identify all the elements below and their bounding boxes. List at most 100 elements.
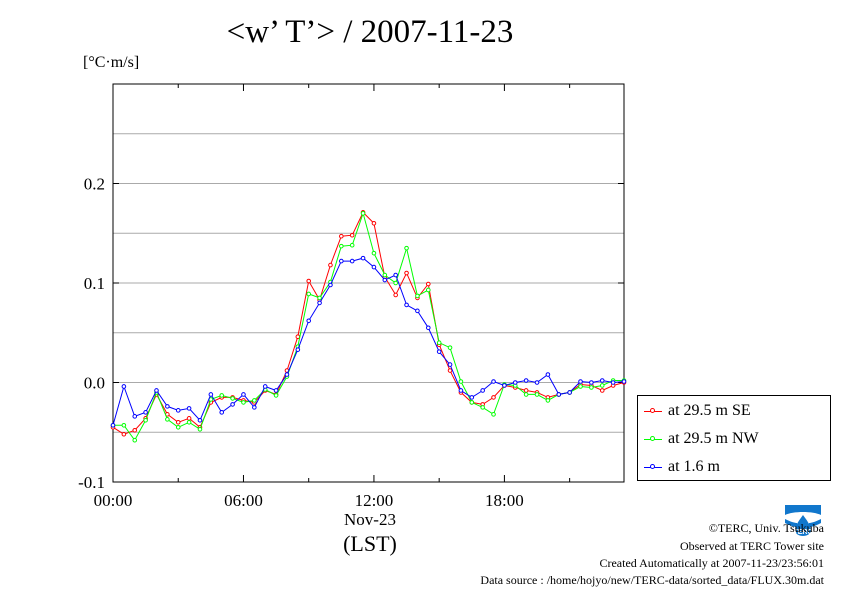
data-point (436, 340, 442, 346)
data-point (339, 243, 344, 249)
data-point (589, 380, 594, 385)
data-point (175, 420, 181, 425)
data-point (328, 282, 333, 288)
legend-swatch (644, 405, 662, 417)
footer-source: Data source : /home/hojyo/new/TERC-data/… (480, 573, 824, 587)
data-point (349, 232, 355, 238)
data-point (382, 272, 388, 278)
data-point (599, 383, 605, 388)
data-point (339, 258, 344, 264)
data-point (186, 420, 192, 425)
data-point (273, 388, 279, 393)
footer-observed: Observed at TERC Tower site (679, 539, 824, 553)
data-point (425, 325, 431, 331)
data-point (404, 302, 409, 308)
legend-label: at 29.5 m NW (668, 430, 759, 447)
data-point (132, 414, 138, 419)
footer-created: Created Automatically at 2007-11-23/23:5… (599, 556, 824, 570)
legend-label: at 29.5 m SE (668, 402, 751, 419)
data-point (110, 422, 116, 428)
legend-swatch (644, 461, 662, 473)
data-point (589, 385, 594, 390)
legend: at 29.5 m SE at 29.5 m NW at 1.6 m (637, 395, 831, 481)
data-point (480, 405, 485, 410)
data-point (328, 262, 333, 268)
data-point (382, 277, 388, 283)
data-point (284, 372, 290, 377)
data-point (165, 417, 170, 422)
x-tick-label: 00:00 (94, 491, 133, 510)
data-point (208, 392, 214, 397)
data-point (393, 280, 398, 286)
data-point (567, 390, 572, 395)
y-tick-label: -0.1 (78, 473, 105, 492)
chart-title: <w’ T’> / 2007-11-23 (226, 14, 514, 50)
data-point (599, 378, 605, 383)
data-point (306, 318, 312, 324)
data-point (512, 380, 518, 385)
data-point (186, 416, 192, 421)
terc-logo: TERC (785, 505, 821, 536)
data-point (556, 392, 562, 397)
data-point (469, 400, 475, 405)
data-point (230, 396, 235, 401)
x-tick-label: 18:00 (485, 491, 524, 510)
data-point (415, 293, 420, 299)
data-point (371, 264, 377, 270)
data-point (349, 242, 355, 248)
data-point (458, 379, 464, 384)
data-point (469, 395, 475, 400)
data-point (599, 388, 605, 393)
data-point (447, 345, 453, 350)
data-point (404, 270, 409, 276)
data-point (306, 278, 312, 284)
footer-copyright: ©TERC, Univ. Tsukuba (708, 521, 824, 535)
y-tick-label: 0.2 (84, 175, 105, 194)
data-point (132, 437, 138, 443)
axis-ticks: -0.1 0.0 0.1 0.2 00:00 06:00 12:00 18:00 (78, 84, 624, 510)
data-point (480, 388, 485, 393)
data-point (219, 393, 225, 398)
data-point (447, 368, 453, 373)
data-point (121, 422, 127, 428)
data-point (306, 291, 312, 297)
data-point (502, 383, 507, 388)
data-point (523, 388, 529, 393)
data-point (154, 388, 159, 393)
data-point (393, 272, 398, 278)
data-point (458, 388, 464, 393)
data-point (491, 395, 496, 400)
data-point (186, 406, 192, 411)
series-layer (110, 210, 627, 443)
data-point (523, 392, 529, 397)
series-3 (110, 255, 627, 428)
data-point (252, 405, 257, 410)
data-point (317, 300, 322, 306)
data-point (360, 255, 366, 261)
data-point (175, 424, 181, 430)
legend-item: at 29.5 m NW (644, 427, 759, 451)
data-point (143, 410, 148, 415)
x-axis-date-label: Nov-23 (344, 510, 396, 529)
y-tick-label: 0.1 (84, 274, 105, 293)
data-point (349, 258, 355, 264)
data-point (534, 380, 540, 385)
data-point (523, 378, 529, 383)
data-point (121, 431, 127, 437)
legend-item: at 29.5 m SE (644, 399, 751, 423)
data-point (197, 418, 203, 423)
legend-swatch (644, 433, 662, 445)
data-point (425, 281, 431, 287)
data-point (393, 292, 398, 298)
data-point (436, 349, 442, 354)
data-point (252, 398, 257, 403)
data-point (360, 211, 366, 216)
data-point (197, 426, 203, 432)
gridlines (113, 133, 624, 433)
data-point (339, 233, 344, 239)
data-point (610, 380, 616, 385)
y-axis-unit-label: [°C·m/s] (83, 54, 140, 71)
x-axis-label: (LST) (343, 531, 397, 556)
data-point (545, 398, 551, 403)
